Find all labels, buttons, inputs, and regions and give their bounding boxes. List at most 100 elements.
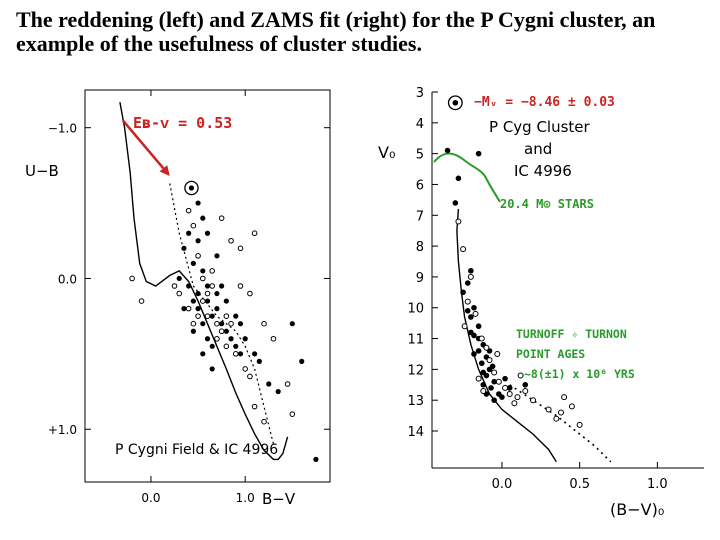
right-chart-zams-fit: 3 4 5 6 7 8 9 10 11 12 13 14 0.0 0.5 1.0 −Mᵥ = −8.46 ±… bbox=[378, 86, 704, 519]
stars-annotation: 20.4 M⊙ STARS bbox=[500, 197, 594, 211]
filled-star-point bbox=[181, 245, 187, 251]
open-star-point bbox=[561, 394, 568, 401]
open-star-point bbox=[214, 335, 220, 342]
open-star-point bbox=[480, 387, 487, 394]
y-tick-label: 5 bbox=[416, 148, 424, 163]
filled-star-point bbox=[228, 336, 234, 342]
filled-star-point bbox=[195, 306, 201, 312]
filled-star-point bbox=[475, 323, 482, 330]
filled-star-point bbox=[502, 375, 508, 382]
filled-star-point bbox=[237, 351, 244, 357]
open-star-point bbox=[511, 400, 518, 407]
filled-star-point bbox=[195, 290, 201, 297]
open-star-point bbox=[289, 411, 296, 417]
left-axes: −1.0 0.0 +1.0 0.0 1.0 bbox=[48, 90, 330, 505]
open-star-point bbox=[545, 406, 552, 413]
right-axes: 3 4 5 6 7 8 9 10 11 12 13 14 0.0 0.5 1.0 bbox=[407, 86, 704, 492]
filled-star-point bbox=[468, 267, 474, 274]
open-star-point bbox=[261, 320, 267, 327]
filled-star-point bbox=[313, 456, 319, 462]
left-plot-frame bbox=[84, 89, 331, 483]
filled-star-point bbox=[181, 306, 187, 312]
reddening-arrowhead bbox=[159, 165, 170, 176]
filled-star-point bbox=[506, 385, 513, 391]
filled-star-point bbox=[200, 215, 206, 221]
y-tick-label: 9 bbox=[416, 271, 424, 286]
open-star-point bbox=[251, 403, 258, 410]
open-star-point bbox=[568, 403, 575, 410]
open-star-point bbox=[223, 343, 230, 350]
open-star-point bbox=[514, 394, 521, 401]
turnoff-annotation-line-3: ~8(±1) x 10⁶ YRS bbox=[524, 367, 635, 381]
turnoff-annotation-line-1: TURNOFF ✧ TURNON bbox=[516, 327, 627, 341]
y-tick-label: 13 bbox=[407, 394, 424, 409]
open-star-point bbox=[199, 275, 206, 282]
right-title-line-3: IC 4996 bbox=[514, 162, 572, 180]
filled-star-point bbox=[299, 358, 305, 364]
filled-star-point bbox=[499, 394, 505, 400]
open-star-point bbox=[270, 335, 277, 342]
filled-star-point bbox=[200, 321, 206, 327]
open-star-point bbox=[251, 230, 258, 237]
open-star-point bbox=[576, 421, 583, 428]
y-tick-label: 3 bbox=[416, 86, 424, 101]
filled-star-point bbox=[491, 378, 497, 385]
open-star-point bbox=[461, 323, 468, 330]
turnoff-annotation-line-2: POINT AGES bbox=[516, 347, 585, 361]
open-star-point bbox=[517, 372, 524, 379]
x-tick-label: 0.5 bbox=[569, 477, 590, 492]
x-tick-label: 1.0 bbox=[236, 491, 255, 505]
filled-star-point bbox=[471, 351, 477, 357]
open-star-point bbox=[228, 237, 234, 244]
x-tick-label: 0.0 bbox=[141, 491, 160, 505]
right-title-line-1: P Cyg Cluster bbox=[489, 118, 591, 136]
open-star-point bbox=[483, 344, 490, 351]
filled-star-point bbox=[475, 150, 482, 157]
y-tick-label: 6 bbox=[416, 178, 424, 193]
open-star-point bbox=[185, 207, 192, 214]
filled-star-point bbox=[176, 275, 182, 282]
filled-star-point bbox=[204, 230, 211, 236]
open-star-point bbox=[522, 387, 529, 394]
filled-star-point bbox=[214, 253, 220, 259]
filled-star-point bbox=[452, 200, 459, 206]
filled-star-point bbox=[464, 308, 471, 314]
filled-star-point bbox=[233, 343, 239, 349]
open-star-point bbox=[242, 366, 248, 372]
open-star-point bbox=[472, 310, 479, 317]
open-star-point bbox=[247, 290, 253, 297]
right-points bbox=[444, 95, 583, 428]
left-chart-title: P Cygni Field & IC 4996 bbox=[115, 442, 278, 458]
filled-star-point bbox=[219, 321, 225, 327]
filled-star-point bbox=[464, 280, 471, 286]
y-tick-label: 10 bbox=[407, 302, 424, 317]
reddening-annotation: Eʙ-ᴠ = 0.53 bbox=[133, 114, 232, 132]
open-star-point bbox=[195, 313, 201, 319]
open-star-point bbox=[464, 298, 471, 305]
x-tick-label: 0.0 bbox=[492, 477, 513, 492]
open-star-point bbox=[284, 381, 291, 387]
green-bracket-line bbox=[433, 152, 501, 203]
y-tick-label: +1.0 bbox=[48, 423, 77, 437]
open-star-point bbox=[494, 350, 501, 357]
open-star-point bbox=[129, 275, 135, 282]
open-star-point bbox=[553, 415, 560, 422]
reddening-arrow bbox=[121, 119, 165, 170]
open-star-point bbox=[478, 335, 485, 342]
open-star-point bbox=[467, 273, 474, 280]
open-star-point bbox=[190, 222, 197, 229]
right-title-line-2: and bbox=[524, 140, 552, 158]
filled-star-point bbox=[204, 298, 211, 304]
open-star-point bbox=[491, 369, 498, 376]
filled-star-point bbox=[209, 366, 215, 372]
filled-star-point bbox=[444, 147, 451, 154]
filled-star-point bbox=[488, 385, 494, 391]
open-star-point bbox=[204, 313, 211, 319]
filled-star-point bbox=[214, 306, 220, 312]
open-star-point bbox=[237, 245, 244, 252]
filled-star-point bbox=[489, 363, 496, 370]
open-star-point bbox=[223, 313, 230, 319]
left-points bbox=[129, 180, 319, 462]
open-star-point bbox=[176, 290, 183, 297]
filled-star-point bbox=[223, 298, 229, 304]
